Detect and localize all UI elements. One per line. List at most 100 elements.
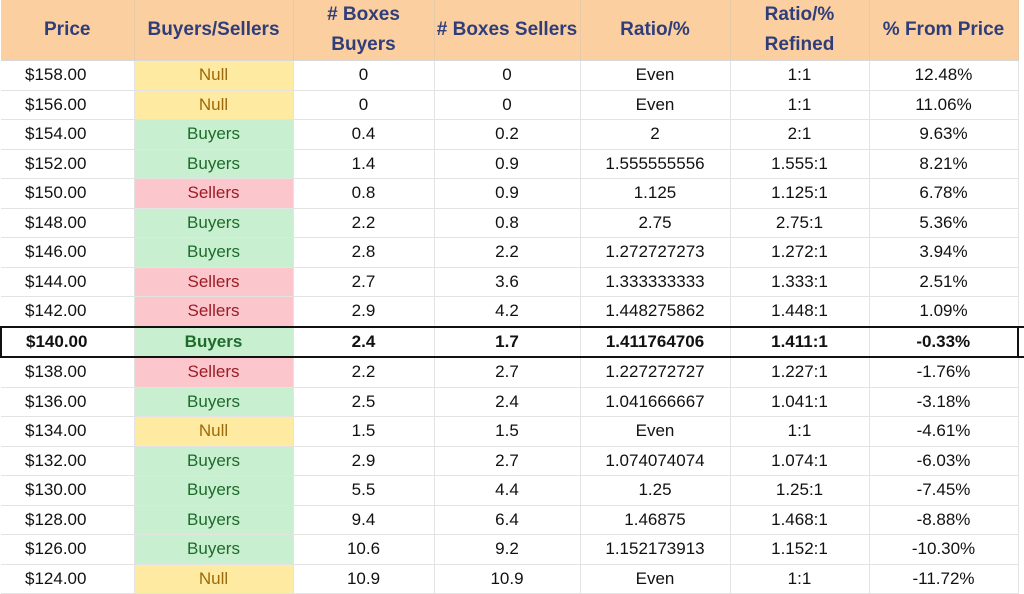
price-cell: $142.00	[1, 296, 135, 327]
boxes-buyers-cell: 0.4	[293, 119, 435, 150]
from-price-cell: -6.03%	[869, 446, 1019, 476]
header-line: Buyers/Sellers	[147, 19, 280, 40]
row-spacer	[1018, 325, 1024, 358]
boxes-buyers-cell: 2.2	[293, 357, 435, 388]
from-price-cell: -8.88%	[869, 505, 1019, 535]
row-spacer	[1018, 179, 1024, 209]
row-spacer	[1018, 297, 1024, 327]
table-row: $156.00 Null 0 0 Even 1:1 11.06%	[1, 90, 1024, 120]
boxes-buyers-cell: 2.9	[293, 296, 435, 327]
side-cell: Buyers	[134, 119, 294, 150]
price-cell: $132.00	[1, 446, 135, 476]
boxes-buyers-cell: 2.4	[293, 325, 435, 358]
header-line: # Boxes	[327, 4, 400, 25]
price-cell: $128.00	[1, 505, 135, 535]
boxes-buyers-cell: 0.8	[293, 178, 435, 209]
boxes-buyers-cell: 0	[293, 60, 435, 91]
ratio-refined-cell: 1.074:1	[730, 446, 870, 476]
side-cell: Null	[134, 90, 294, 120]
side-cell: Buyers	[134, 387, 294, 417]
header-line: Buyers	[331, 34, 396, 55]
price-cell: $138.00	[1, 357, 135, 388]
side-cell: Buyers	[134, 505, 294, 535]
from-price-cell: 2.51%	[869, 267, 1019, 297]
ratio-refined-cell: 1.333:1	[730, 267, 870, 297]
boxes-buyers-cell: 2.5	[293, 387, 435, 417]
table-row: $152.00 Buyers 1.4 0.9 1.555555556 1.555:1 8.2…	[1, 149, 1024, 179]
header-ratio-refined: Ratio/% Refined	[730, 0, 870, 61]
boxes-sellers-cell: 0	[434, 90, 581, 120]
boxes-sellers-cell: 10.9	[434, 564, 581, 594]
price-cell: $150.00	[1, 178, 135, 209]
row-spacer	[1018, 61, 1024, 91]
ratio-refined-cell: 1.25:1	[730, 475, 870, 506]
boxes-sellers-cell: 6.4	[434, 505, 581, 535]
from-price-cell: 3.94%	[869, 237, 1019, 268]
side-cell: Sellers	[134, 178, 294, 209]
side-cell: Buyers	[134, 237, 294, 268]
ratio-cell: Even	[580, 416, 731, 447]
boxes-buyers-cell: 2.7	[293, 267, 435, 297]
boxes-sellers-cell: 1.7	[434, 325, 581, 358]
table-row: $130.00 Buyers 5.5 4.4 1.25 1.25:1 -7.45%	[1, 475, 1024, 506]
table-row: $150.00 Sellers 0.8 0.9 1.125 1.125:1 6.78%	[1, 178, 1024, 209]
row-spacer	[1018, 208, 1024, 238]
from-price-cell: -7.45%	[869, 475, 1019, 506]
ratio-cell: 1.448275862	[580, 296, 731, 327]
price-cell: $154.00	[1, 119, 135, 150]
ratio-cell: 1.272727273	[580, 237, 731, 268]
side-cell: Null	[134, 564, 294, 594]
ratio-refined-cell: 1.448:1	[730, 296, 870, 327]
table-row: $146.00 Buyers 2.8 2.2 1.272727273 1.272:1 3.9…	[1, 237, 1024, 268]
side-cell: Buyers	[134, 446, 294, 476]
ratio-refined-cell: 1.125:1	[730, 178, 870, 209]
from-price-cell: -0.33%	[869, 325, 1019, 358]
price-cell: $144.00	[1, 267, 135, 297]
ratio-refined-cell: 2.75:1	[730, 208, 870, 238]
table-body: $158.00 Null 0 0 Even 1:1 12.48% $156.00 Null 0 0 E…	[0, 60, 1024, 594]
from-price-cell: -1.76%	[869, 357, 1019, 388]
price-cell: $158.00	[1, 60, 135, 91]
ratio-cell: Even	[580, 564, 731, 594]
ratio-cell: 1.555555556	[580, 149, 731, 179]
boxes-buyers-cell: 1.5	[293, 416, 435, 447]
boxes-buyers-cell: 9.4	[293, 505, 435, 535]
boxes-sellers-cell: 2.4	[434, 387, 581, 417]
ratio-cell: 1.46875	[580, 505, 731, 535]
ratio-refined-cell: 1.041:1	[730, 387, 870, 417]
row-spacer	[1018, 417, 1024, 447]
side-cell: Null	[134, 60, 294, 91]
header-ratio: Ratio/%	[580, 0, 731, 61]
row-spacer	[1018, 267, 1024, 297]
row-spacer	[1018, 357, 1024, 387]
from-price-cell: 1.09%	[869, 296, 1019, 327]
table-row: $144.00 Sellers 2.7 3.6 1.333333333 1.333:1 2.…	[1, 267, 1024, 297]
boxes-sellers-cell: 1.5	[434, 416, 581, 447]
boxes-sellers-cell: 3.6	[434, 267, 581, 297]
ratio-refined-cell: 1.152:1	[730, 534, 870, 565]
header-boxes-buyers: # Boxes Buyers	[293, 0, 435, 61]
boxes-sellers-cell: 4.2	[434, 296, 581, 327]
ratio-cell: 1.125	[580, 178, 731, 209]
from-price-cell: -3.18%	[869, 387, 1019, 417]
row-spacer	[1018, 535, 1024, 565]
from-price-cell: 11.06%	[869, 90, 1019, 120]
ratio-cell: 1.041666667	[580, 387, 731, 417]
table-row: $138.00 Sellers 2.2 2.7 1.227272727 1.227:1 -1…	[1, 357, 1024, 388]
from-price-cell: 8.21%	[869, 149, 1019, 179]
row-spacer	[1018, 90, 1024, 120]
ratio-cell: 1.333333333	[580, 267, 731, 297]
boxes-buyers-cell: 10.9	[293, 564, 435, 594]
price-cell: $134.00	[1, 416, 135, 447]
side-cell: Buyers	[134, 325, 294, 358]
header-buyers-sellers: Buyers/Sellers	[134, 0, 294, 61]
ratio-cell: 2	[580, 119, 731, 150]
boxes-sellers-cell: 2.7	[434, 446, 581, 476]
header-spacer	[1018, 0, 1024, 61]
boxes-sellers-cell: 0	[434, 60, 581, 91]
ratio-refined-cell: 1.411:1	[730, 325, 870, 358]
row-spacer	[1018, 238, 1024, 268]
price-cell: $156.00	[1, 90, 135, 120]
price-cell: $152.00	[1, 149, 135, 179]
